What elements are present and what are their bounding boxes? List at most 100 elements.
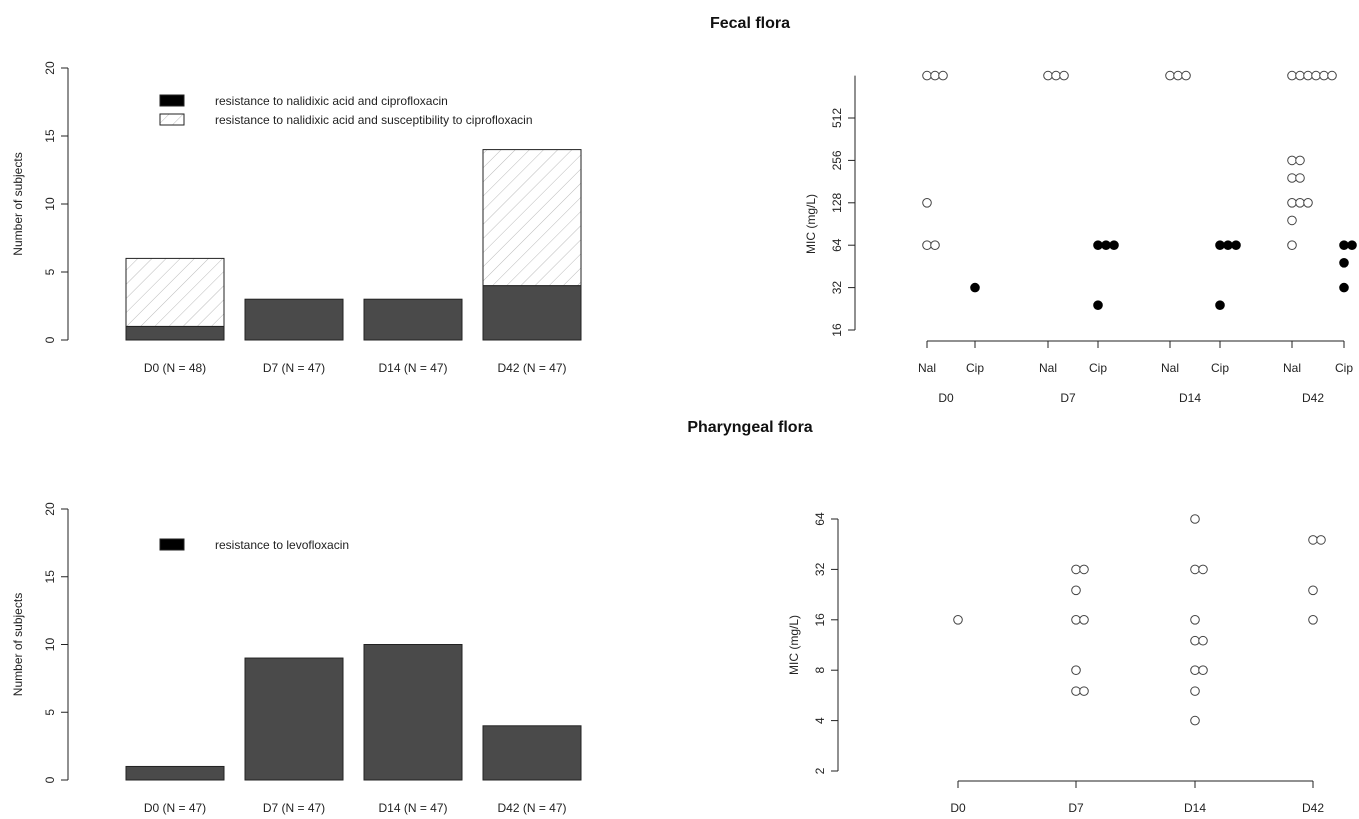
data-point-open	[922, 198, 932, 208]
data-point-filled	[1223, 240, 1233, 250]
data-point-open	[1173, 70, 1183, 81]
data-point-open	[1316, 535, 1326, 545]
bar-segment-solid	[125, 325, 225, 341]
y-tick-label: 512	[830, 108, 844, 128]
data-point-open	[1287, 198, 1297, 208]
data-point-open	[1079, 564, 1089, 575]
legend-swatch	[159, 538, 185, 551]
x-tick-label: D7	[1068, 801, 1084, 815]
data-point-open	[1079, 686, 1089, 696]
data-point-filled	[1339, 240, 1349, 250]
y-tick-label: 64	[830, 238, 844, 252]
data-point-open	[1287, 240, 1297, 250]
bar-segment-solid	[244, 657, 344, 781]
data-point-open	[1190, 635, 1200, 646]
data-point-open	[922, 70, 932, 81]
y-tick-label: 20	[43, 61, 57, 75]
data-point-filled	[1093, 240, 1103, 250]
category-label: D14 (N = 47)	[378, 361, 447, 375]
category-label: D42 (N = 47)	[497, 801, 566, 815]
bar-segment-solid	[363, 644, 463, 781]
data-point-open	[922, 240, 932, 250]
x-tick-label: Nal	[1161, 361, 1179, 375]
fecal-section-title: Fecal flora	[710, 15, 790, 32]
y-tick-label: 32	[813, 562, 827, 576]
data-point-filled	[1339, 257, 1349, 268]
group-label: D42	[1302, 391, 1324, 405]
y-tick-label: 15	[43, 570, 57, 584]
category-label: D7 (N = 47)	[263, 361, 325, 375]
data-point-open	[1287, 173, 1297, 183]
data-point-filled	[1339, 282, 1349, 293]
data-point-open	[1303, 70, 1313, 81]
data-point-open	[1079, 615, 1089, 625]
data-point-open	[1295, 70, 1305, 81]
data-point-open	[1198, 635, 1208, 646]
data-point-open	[1198, 564, 1208, 575]
data-point-open	[1181, 70, 1191, 81]
legend-label: resistance to levofloxacin	[215, 538, 349, 552]
group-label: D0	[938, 391, 954, 405]
data-point-filled	[970, 282, 980, 293]
y-tick-label: 256	[830, 150, 844, 170]
category-label: D0 (N = 47)	[144, 801, 206, 815]
data-point-open	[953, 615, 963, 625]
x-tick-label: Nal	[1039, 361, 1057, 375]
y-tick-label: 10	[43, 197, 57, 211]
y-tick-label: 16	[813, 613, 827, 627]
data-point-open	[1043, 70, 1053, 81]
x-tick-label: Nal	[918, 361, 936, 375]
data-point-open	[1287, 215, 1297, 226]
category-label: D42 (N = 47)	[497, 361, 566, 375]
y-tick-label: 32	[830, 281, 844, 295]
data-point-open	[1059, 70, 1069, 81]
data-point-open	[1303, 198, 1313, 208]
legend-label: resistance to nalidixic acid and suscept…	[215, 113, 533, 127]
data-point-open	[1071, 564, 1081, 575]
data-point-open	[1190, 715, 1200, 726]
category-label: D7 (N = 47)	[263, 801, 325, 815]
y-axis-title: MIC (mg/L)	[787, 615, 801, 675]
x-tick-label: Cip	[1335, 361, 1353, 375]
bar-segment-solid	[244, 298, 344, 341]
legend-label: resistance to nalidixic acid and ciprofl…	[215, 94, 448, 108]
y-tick-label: 0	[43, 776, 57, 783]
y-tick-label: 128	[830, 192, 844, 212]
y-tick-label: 0	[43, 336, 57, 343]
data-point-open	[1198, 665, 1208, 676]
category-label: D14 (N = 47)	[378, 801, 447, 815]
data-point-filled	[1347, 240, 1357, 250]
data-point-filled	[1215, 240, 1225, 250]
y-axis-title: Number of subjects	[11, 152, 25, 255]
y-tick-label: 8	[813, 667, 827, 674]
y-tick-label: 5	[43, 268, 57, 275]
data-point-filled	[1231, 240, 1241, 250]
bar-segment-hatched	[482, 149, 582, 287]
data-point-open	[938, 70, 948, 81]
x-tick-label: Cip	[1211, 361, 1229, 375]
data-point-open	[1295, 155, 1305, 166]
bar-segment-hatched	[125, 257, 225, 327]
bar-segment-solid	[125, 765, 225, 781]
group-label: D14	[1179, 391, 1201, 405]
data-point-open	[1190, 514, 1200, 524]
fecal-mic-scatter-chart: 16 32 64 128 256 512 MIC (mg/L) Nal Cip Nal Cip Nal…	[804, 70, 1357, 405]
data-point-filled	[1093, 300, 1103, 310]
data-point-open	[1071, 615, 1081, 625]
data-point-open	[1071, 686, 1081, 696]
data-point-open	[1190, 615, 1200, 625]
data-point-open	[1165, 70, 1175, 81]
data-point-open	[1287, 70, 1297, 81]
data-point-open	[1295, 198, 1305, 208]
data-point-open	[1190, 686, 1200, 696]
y-tick-label: 2	[813, 767, 827, 774]
y-tick-label: 15	[43, 129, 57, 143]
data-point-open	[1071, 665, 1081, 676]
data-point-open	[1311, 70, 1321, 81]
data-point-filled	[1101, 240, 1111, 250]
legend-swatch	[159, 94, 185, 107]
bar-segment-solid	[482, 725, 582, 781]
data-point-open	[1319, 70, 1329, 81]
y-axis-title: Number of subjects	[11, 593, 25, 696]
